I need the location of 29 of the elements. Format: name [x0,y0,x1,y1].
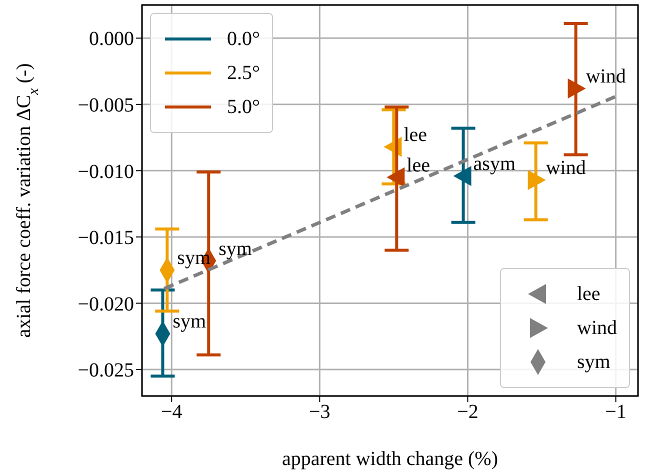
y-tick-label: −0.010 [78,160,134,183]
legend-box: lee wind sym [500,268,630,388]
data-label: lee [404,124,428,146]
y-tick-label: −0.005 [78,94,134,117]
x-tick-label: −4 [160,401,182,424]
annotation: wind [577,316,617,340]
legend-label: 0.0° [227,28,260,50]
data-label: sym [172,310,207,333]
y-tick-label: −0.020 [78,293,134,316]
data-label: sym [218,238,252,260]
annotation: lee [577,282,600,306]
data-label: asym [473,152,516,175]
point [528,170,546,190]
annotation: sym [577,350,610,374]
x-tick-label: −3 [309,401,330,424]
point [453,166,472,186]
legend-label: 2.5° [227,62,260,84]
data-label: wind [546,156,586,179]
y-tick-label: −0.025 [78,360,134,382]
point [568,78,586,98]
x-axis-title: apparent width change (%) [282,448,498,470]
x-tick-label: −1 [605,401,626,424]
y-tick-label: −0.015 [78,227,134,250]
point [386,167,405,188]
data-label: lee [406,154,430,176]
x-tick-label: −2 [457,401,478,424]
data-label: wind [586,66,626,88]
y-tick-label: 0.000 [89,28,134,50]
legend-label: 5.0° [227,96,260,118]
